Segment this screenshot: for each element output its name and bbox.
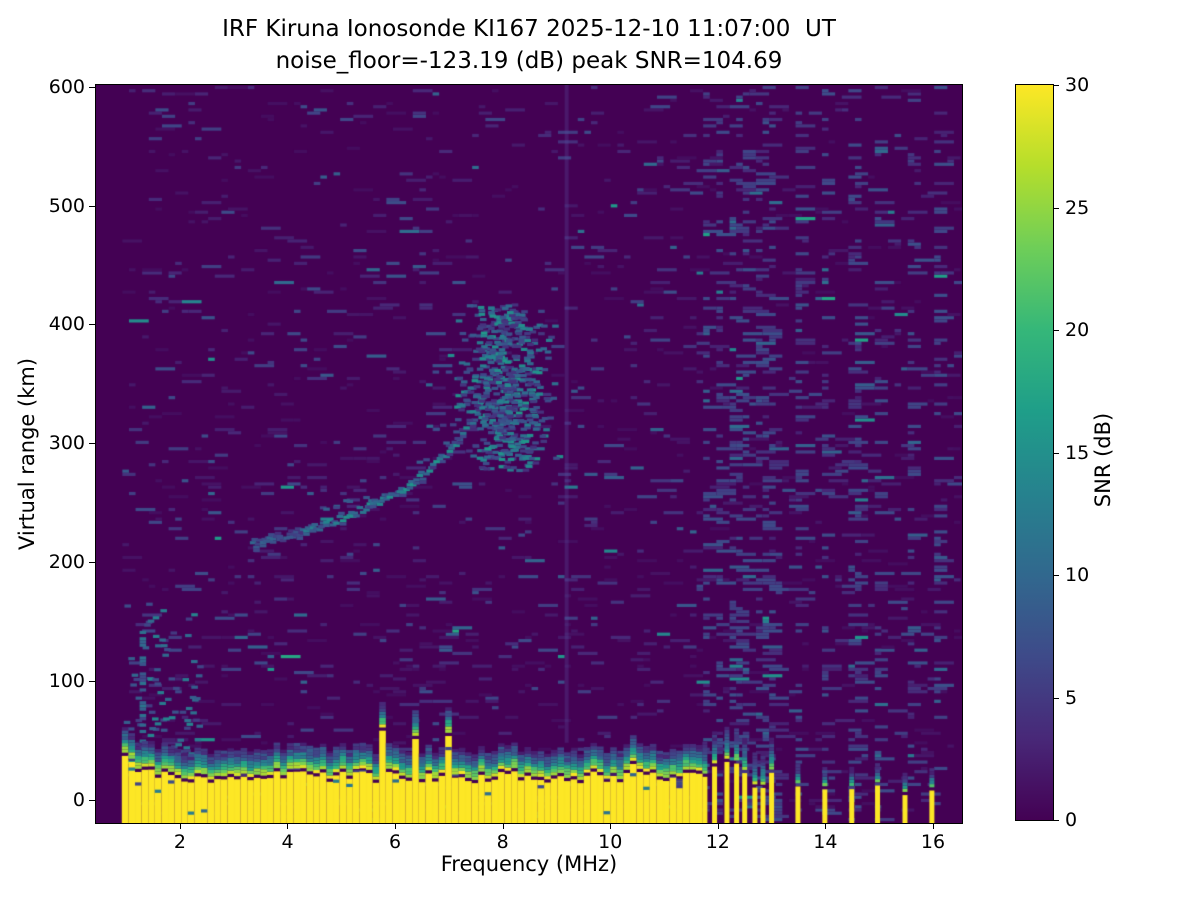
x-tick-mark [179,823,181,829]
x-tick-mark [932,823,934,829]
y-tick-label: 500 [48,194,85,217]
x-tick-label: 4 [281,831,294,853]
y-tick-mark [89,86,95,88]
y-tick-label: 600 [48,75,85,98]
colorbar-tick-mark [1053,697,1059,699]
x-tick-label: 8 [496,831,509,853]
y-tick-label: 400 [48,313,85,336]
colorbar-tick-mark [1053,452,1059,454]
colorbar-tick-label: 20 [1065,319,1090,341]
colorbar-tick-label: 5 [1065,686,1078,709]
plot-area [95,84,963,824]
colorbar-tick-mark [1053,207,1059,209]
x-tick-mark [502,823,504,829]
y-tick-label: 300 [48,432,85,455]
colorbar-tick-mark [1053,575,1059,576]
x-axis-label: Frequency (MHz) [440,852,618,876]
y-tick-mark [89,562,95,564]
colorbar-tick-label: 30 [1065,74,1090,96]
y-tick-label: 0 [72,788,85,811]
colorbar-gradient [1016,85,1053,820]
x-tick-mark [825,823,827,829]
x-tick-mark [287,823,289,829]
chart-subtitle: noise_floor=-123.19 (dB) peak SNR=104.69 [275,48,783,74]
x-tick-mark [395,823,397,829]
x-tick-mark [717,823,719,829]
y-tick-label: 200 [48,551,85,574]
colorbar-tick-mark [1053,85,1059,86]
y-tick-mark [89,799,95,801]
y-tick-label: 100 [48,669,85,692]
colorbar-tick-mark [1053,820,1059,821]
colorbar-tick-label: 25 [1065,196,1090,219]
x-tick-label: 6 [389,831,402,853]
colorbar [1015,84,1054,821]
ionogram-heatmap [96,85,962,823]
y-tick-mark [89,205,95,207]
x-tick-label: 16 [920,831,946,853]
x-tick-label: 10 [598,831,623,853]
chart-title: IRF Kiruna Ionosonde KI167 2025-12-10 11… [222,16,836,42]
x-tick-mark [610,823,612,829]
y-tick-mark [89,680,95,682]
colorbar-tick-mark [1053,330,1059,331]
x-tick-label: 12 [705,831,730,853]
y-tick-mark [89,324,95,326]
y-tick-mark [89,443,95,445]
colorbar-tick-label: 0 [1065,809,1078,831]
x-tick-label: 14 [813,831,838,853]
x-tick-label: 2 [173,831,186,853]
colorbar-tick-label: 15 [1065,441,1090,464]
colorbar-tick-label: 10 [1065,564,1090,586]
